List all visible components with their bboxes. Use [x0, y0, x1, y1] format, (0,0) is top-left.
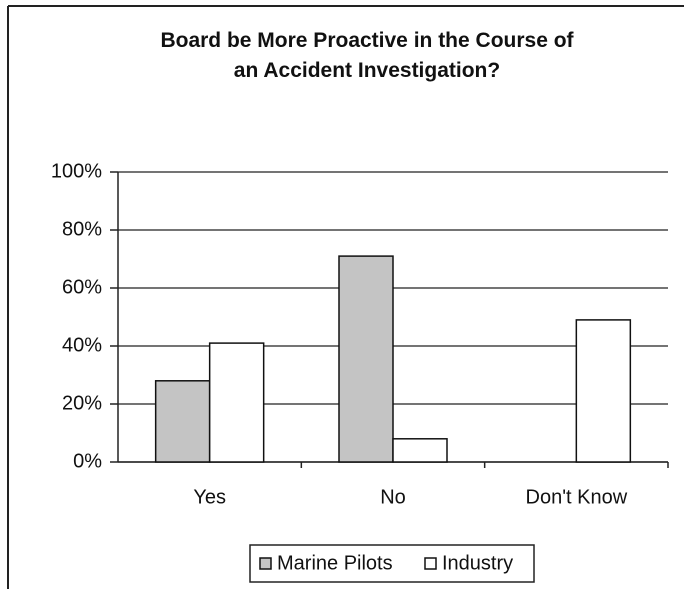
legend-swatch — [424, 557, 437, 570]
bar — [154, 380, 211, 463]
x-tick-label: Yes — [193, 486, 226, 508]
legend-box — [249, 544, 535, 583]
legend-label: Industry — [442, 552, 513, 574]
legend-label: Marine Pilots — [277, 552, 393, 574]
y-tick-label: 60% — [62, 276, 102, 298]
bar — [392, 438, 448, 463]
chart-title: Board be More Proactive in the Course of… — [160, 29, 574, 82]
bar — [575, 319, 632, 463]
x-tick-label: Don't Know — [526, 486, 628, 508]
y-tick-label: 0% — [73, 450, 102, 472]
y-tick-label: 100% — [51, 160, 102, 182]
legend-swatch — [259, 557, 272, 570]
y-tick-label: 20% — [62, 392, 102, 414]
x-tick-label: No — [380, 486, 406, 508]
bar — [338, 255, 394, 463]
y-tick-label: 80% — [62, 218, 102, 240]
bar — [208, 342, 265, 463]
y-tick-label: 40% — [62, 334, 102, 356]
